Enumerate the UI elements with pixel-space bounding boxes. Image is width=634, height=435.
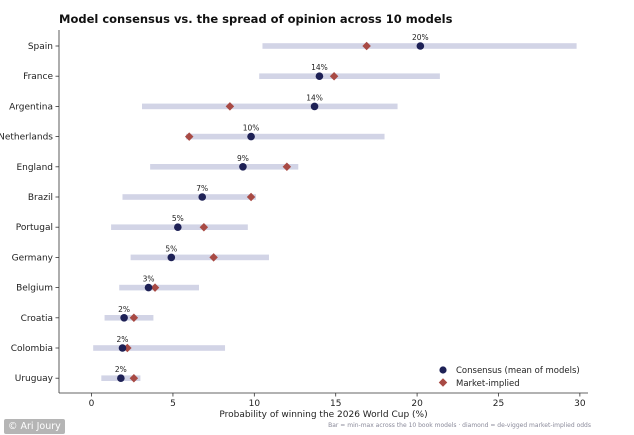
market-diamond-germany: [209, 253, 218, 262]
market-diamond-belgium: [150, 283, 160, 292]
market-diamond-brazil: [246, 192, 256, 202]
consensus-label-spain: 20%: [412, 33, 429, 42]
range-bar-england: [150, 164, 299, 170]
consensus-label-france: 14%: [311, 63, 328, 72]
range-bar-croatia: [104, 315, 154, 321]
consensus-dot-portugal: [174, 223, 182, 231]
consensus-dot-croatia: [120, 314, 128, 322]
x-tick-label-0: 0: [89, 399, 95, 409]
x-axis-label: Probability of winning the 2026 World Cu…: [219, 410, 427, 420]
market-diamond-france: [329, 71, 339, 81]
market-diamond-spain: [362, 41, 371, 51]
axes: [55, 30, 588, 397]
consensus-label-argentina: 14%: [306, 93, 323, 102]
consensus-dot-england: [239, 163, 247, 171]
x-tick-label-10: 10: [249, 399, 261, 409]
consensus-label-germany: 5%: [165, 244, 177, 253]
watermark: © Ari Joury: [4, 419, 65, 434]
category-label-brazil: Brazil: [28, 193, 53, 203]
category-labels: Spain France Argentina Netherlands England Br…: [0, 42, 54, 384]
category-label-uruguay: Uruguay: [15, 374, 54, 384]
consensus-dot-uruguay: [117, 374, 125, 383]
range-bar-france: [259, 73, 440, 79]
consensus-label-netherlands: 10%: [243, 124, 260, 133]
consensus-label-uruguay: 2%: [115, 365, 127, 374]
consensus-label-portugal: 5%: [172, 214, 184, 223]
category-label-england: England: [16, 163, 53, 173]
category-label-argentina: Argentina: [9, 102, 53, 112]
range-bar-germany: [130, 254, 269, 261]
category-label-france: France: [23, 72, 53, 82]
legend-market-marker: [438, 378, 448, 387]
consensus-dot-belgium: [144, 283, 153, 292]
consensus-dot-netherlands: [247, 132, 255, 141]
consensus-label-belgium: 3%: [143, 275, 155, 284]
consensus-dot-brazil: [198, 193, 207, 201]
data-markers: [117, 41, 425, 383]
legend-consensus-label: Consensus (mean of models): [456, 366, 580, 376]
consensus-dot-argentina: [310, 102, 319, 111]
range-bar-colombia: [93, 345, 226, 351]
legend-market-label: Market-implied: [456, 379, 520, 389]
market-diamond-uruguay: [129, 373, 139, 383]
x-tick-label-25: 25: [493, 399, 504, 409]
market-diamond-argentina: [225, 102, 235, 111]
consensus-label-england: 9%: [237, 154, 249, 163]
legend: Consensus (mean of models) Market-implie…: [438, 366, 580, 389]
x-tick-label-20: 20: [411, 399, 423, 409]
market-diamond-england: [282, 162, 292, 172]
range-bar-argentina: [142, 103, 398, 110]
x-tick-label-30: 30: [574, 399, 586, 409]
legend-consensus-marker: [439, 366, 447, 374]
consensus-label-brazil: 7%: [196, 184, 208, 193]
chart-title: Model consensus vs. the spread of opinio…: [59, 12, 453, 26]
market-diamond-netherlands: [184, 132, 194, 141]
data-labels: 20% 14% 14% 10% 9% 7% 5% 5% 3% 2% 2% 2%: [115, 33, 429, 374]
consensus-label-colombia: 2%: [117, 335, 129, 344]
category-label-belgium: Belgium: [16, 284, 53, 294]
consensus-dot-france: [315, 72, 324, 80]
consensus-dot-germany: [167, 253, 176, 262]
range-bar-netherlands: [185, 133, 385, 140]
range-bar-brazil: [122, 194, 256, 200]
range-bars: [93, 43, 577, 381]
category-label-germany: Germany: [12, 253, 54, 263]
market-diamond-croatia: [129, 313, 139, 323]
chart-footnote: Bar = min-max across the 10 book models …: [328, 422, 591, 429]
category-label-netherlands: Netherlands: [0, 133, 53, 143]
category-label-colombia: Colombia: [11, 344, 53, 354]
consensus-dot-colombia: [118, 344, 127, 352]
x-tick-labels: 0 5 10 15 20 25 30: [89, 399, 586, 409]
market-diamond-portugal: [199, 222, 209, 232]
x-tick-label-5: 5: [170, 399, 176, 409]
category-label-croatia: Croatia: [21, 314, 53, 324]
category-label-spain: Spain: [28, 42, 53, 52]
x-tick-label-15: 15: [330, 399, 341, 409]
consensus-label-croatia: 2%: [118, 305, 130, 314]
consensus-dot-spain: [416, 42, 425, 50]
category-label-portugal: Portugal: [16, 223, 53, 233]
